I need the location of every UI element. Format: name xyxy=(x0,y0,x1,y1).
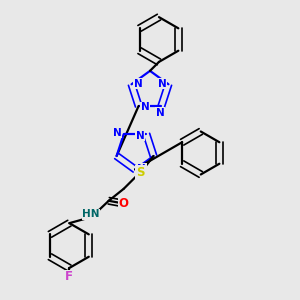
Text: O: O xyxy=(119,197,129,210)
Text: S: S xyxy=(136,166,144,179)
Text: N: N xyxy=(134,79,142,89)
Text: N: N xyxy=(136,131,144,141)
Text: N: N xyxy=(113,128,122,138)
Text: HN: HN xyxy=(82,209,100,219)
Text: N: N xyxy=(137,164,146,173)
Text: N: N xyxy=(141,103,149,112)
Text: N: N xyxy=(158,79,166,89)
Text: N: N xyxy=(155,108,164,118)
Text: F: F xyxy=(65,270,74,284)
